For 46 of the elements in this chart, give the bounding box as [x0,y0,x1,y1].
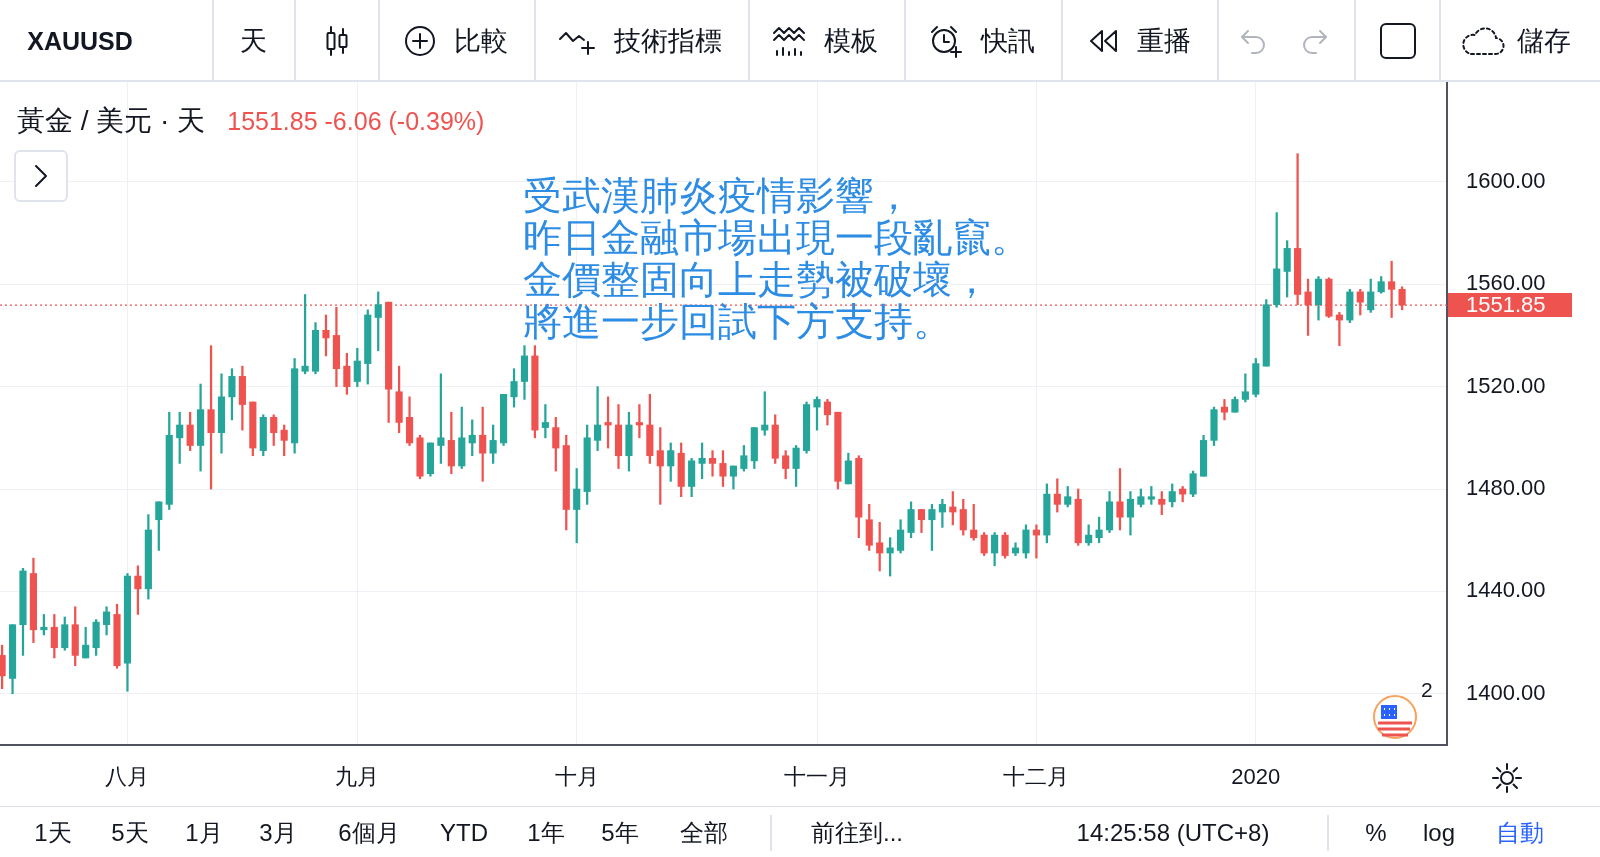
x-tick-label: 九月 [335,764,380,790]
x-tick-label: 十一月 [784,764,851,790]
y-tick-label: 1480.00 [1466,475,1546,501]
text: YTD [440,818,488,847]
x-tick-label: 十月 [554,764,599,790]
y-tick-label: 1440.00 [1466,577,1546,603]
candlestick [1388,260,1396,318]
text: log [1422,818,1456,847]
text: 自動 [1496,817,1544,848]
text: 3月 [259,817,297,848]
text: % [1365,818,1387,847]
text: 6個月 [338,817,400,848]
candlestick [938,498,946,528]
annotation: 受武漢肺炎疫情影響， [523,174,913,217]
text: 5天 [111,817,149,848]
text: 1天 [34,817,72,848]
text: 技術指標 [614,25,722,58]
text: 儲存 [1517,25,1571,58]
text: 天 [239,25,267,58]
text: 前往到... [810,817,904,848]
text: 黃金 / 美元 · 天 [17,104,206,138]
candlestick [1220,399,1229,421]
annotation: 金價整固向上走勢被破壞， [523,258,991,301]
text: 5年 [601,817,639,848]
x-tick-label: 八月 [105,764,150,790]
text: 比較 [454,25,508,58]
x-tick-label: 2020 [1231,764,1281,790]
candlestick [708,450,717,477]
candlestick [635,404,643,439]
text: 模板 [824,25,878,58]
text: 重播 [1137,25,1191,58]
candlestick [594,386,602,451]
text: XAUUSD [27,26,133,56]
annotation: 昨日金融市場出現一段亂竄。 [523,216,1030,259]
y-tick-label: 1400.00 [1466,679,1546,705]
text: 1551.85 -6.06 (-0.39%) [227,107,485,136]
y-tick-label: 1520.00 [1466,372,1546,398]
text: 全部 [680,817,728,848]
text: 1月 [185,817,223,848]
text: 2 [1421,678,1433,702]
y-tick-label: 1600.00 [1466,167,1546,193]
text: 1年 [527,817,565,848]
text: 快訊 [981,25,1035,58]
annotation: 將進一步回試下方支持。 [523,300,952,343]
x-tick-label: 十二月 [1003,764,1070,790]
text: 14:25:58 (UTC+8) [1076,818,1270,847]
